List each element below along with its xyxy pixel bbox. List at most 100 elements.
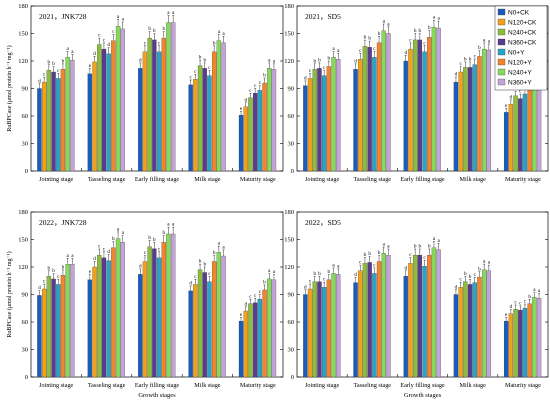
significance-label: d	[107, 249, 110, 255]
significance-label: b	[153, 237, 156, 243]
bar-n240-ck	[46, 276, 52, 378]
bar-n0-y	[56, 78, 61, 172]
significance-label: c	[158, 246, 161, 252]
bar-n240-ck	[248, 303, 253, 378]
significance-label: a	[433, 236, 436, 242]
y-axis-label: RuBPCase (μmol protein h⁻¹ mg⁻¹)	[6, 45, 13, 131]
significance-label: c	[194, 274, 197, 280]
bar-n240-ck	[147, 37, 152, 172]
bar-n0-y	[422, 265, 427, 378]
significance-label: a	[488, 38, 491, 44]
significance-label: b	[263, 73, 266, 79]
significance-label: b	[162, 26, 165, 32]
x-category-label: Early filling stage	[400, 382, 445, 389]
bar-n360-ck	[101, 257, 107, 378]
y-tick-label: 90	[22, 292, 29, 299]
significance-label: b	[52, 268, 55, 274]
x-axis-label: Growth stages	[138, 392, 176, 399]
significance-label: a	[218, 241, 221, 247]
bar-n240-ck	[513, 95, 518, 172]
y-tick-label: 90	[22, 86, 29, 93]
legend-label: N240+Y	[508, 70, 532, 77]
y-tick-label: 120	[18, 264, 28, 271]
significance-label: a	[222, 244, 225, 250]
bar-n120-y	[527, 303, 532, 378]
bar-n0-ck	[87, 73, 93, 172]
significance-label: b	[328, 269, 331, 275]
significance-label: d	[404, 50, 407, 56]
bar-n360-ck	[518, 98, 523, 172]
significance-label: b	[528, 294, 531, 300]
significance-label: d	[510, 304, 513, 310]
significance-label: b	[419, 243, 422, 249]
bar-n0-y	[422, 51, 427, 172]
significance-label: b	[48, 265, 51, 271]
significance-label: b	[48, 59, 51, 65]
significance-label: a	[268, 57, 271, 63]
significance-label: d	[93, 51, 96, 57]
significance-label: d	[139, 263, 142, 269]
significance-label: a	[387, 21, 390, 27]
significance-label: a	[337, 263, 340, 269]
significance-label: d	[510, 94, 513, 100]
bar-n120-ck	[307, 78, 313, 172]
significance-label: e	[89, 269, 92, 275]
significance-label: a	[66, 253, 69, 259]
bar-n0-y	[321, 287, 327, 378]
significance-label: c	[57, 274, 60, 280]
significance-label: c	[98, 243, 101, 249]
bar-n240-y	[267, 68, 272, 172]
significance-label: d	[244, 301, 247, 307]
bar-n240-y	[481, 269, 487, 378]
bar-n360-y	[336, 59, 341, 172]
legend: N0+CK N120+CK N240+CK N360+CK N0+Y N120+Y N240…	[494, 5, 548, 91]
bar-n0-y	[106, 53, 111, 172]
significance-label: a	[222, 31, 225, 37]
significance-label: c	[249, 294, 252, 300]
x-category-label: Jointing stage	[305, 382, 339, 389]
significance-label: b	[364, 252, 367, 258]
significance-label: b	[199, 55, 202, 61]
bar-n0-ck	[503, 112, 509, 172]
bar-n360-y	[271, 69, 277, 172]
bar-n0-y	[472, 282, 477, 378]
panel-title: 2021，SD5	[305, 12, 341, 21]
bar-n360-ck	[252, 302, 258, 378]
bar-n120-ck	[41, 288, 47, 378]
bar-n120-y	[262, 82, 267, 172]
significance-label: c	[103, 37, 106, 43]
y-tick-label: 180	[284, 3, 294, 10]
bar-n120-y	[60, 69, 66, 172]
legend-label: N120+CK	[508, 20, 537, 27]
x-category-label: Tasseling stage	[88, 176, 126, 183]
significance-label: b	[464, 56, 467, 62]
significance-label: e	[240, 106, 243, 112]
y-tick-label: 30	[288, 141, 295, 148]
bar-n360-ck	[202, 68, 207, 172]
bar-n360-ck	[51, 71, 56, 172]
bar-n240-y	[65, 57, 70, 172]
bar-n240-y	[216, 40, 222, 172]
legend-swatch	[497, 78, 506, 86]
bar-n240-ck	[362, 263, 368, 378]
significance-label: c	[249, 88, 252, 94]
significance-label: c	[194, 69, 197, 75]
y-tick-label: 30	[22, 347, 29, 354]
bar-n0-y	[207, 281, 212, 378]
bar-n0-ck	[403, 60, 408, 172]
significance-label: b	[112, 236, 115, 242]
panel-title: 2021，JNK728	[39, 12, 87, 21]
significance-label: a	[337, 48, 340, 54]
bar-n240-ck	[248, 97, 253, 172]
significance-label: e	[89, 63, 92, 69]
significance-label: c	[423, 255, 426, 261]
significance-label: d	[139, 57, 142, 63]
y-tick-label: 60	[288, 319, 295, 326]
bar-n360-y	[221, 42, 226, 172]
significance-label: c	[474, 54, 477, 60]
significance-label: b	[52, 61, 55, 67]
significance-label: b	[414, 28, 417, 34]
y-tick-label: 0	[25, 168, 28, 175]
